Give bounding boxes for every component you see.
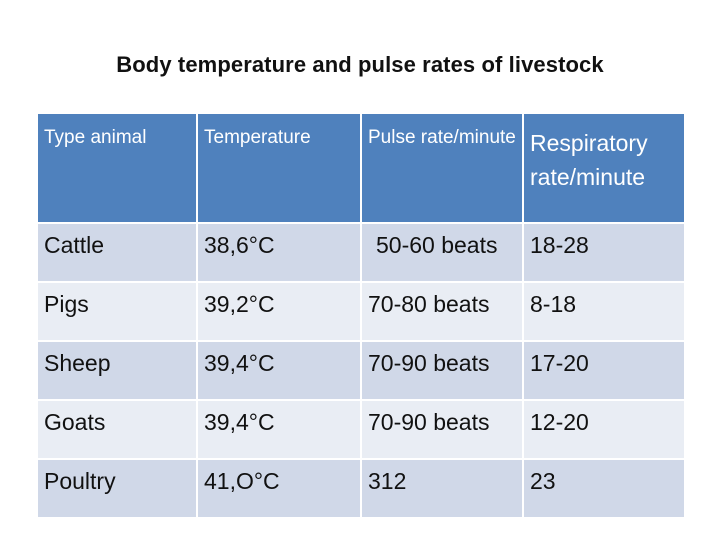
cell-temperature: 38,6°C [196,222,362,283]
cell-pulse: 312 [360,458,524,519]
slide-title: Body temperature and pulse rates of live… [116,52,604,77]
cell-pulse: 70-80 beats [360,281,524,342]
cell-animal: Goats [36,399,198,460]
cell-pulse: 70-90 beats [360,340,524,401]
cell-animal: Pigs [36,281,198,342]
cell-respiratory: 17-20 [522,340,686,401]
header-respiratory-rate: Respiratory rate/minute [522,112,686,224]
table-row: Cattle 38,6°C 50-60 beats 18-28 [36,222,686,283]
cell-respiratory: 8-18 [522,281,686,342]
header-type-animal: Type animal [36,112,198,224]
cell-respiratory: 18-28 [522,222,686,283]
header-row: Type animal Temperature Pulse rate/minut… [36,112,686,224]
cell-temperature: 39,4°C [196,399,362,460]
header-temperature: Temperature [196,112,362,224]
cell-pulse: 70-90 beats [360,399,524,460]
table-row: Sheep 39,4°C 70-90 beats 17-20 [36,340,686,401]
cell-pulse: 50-60 beats [360,222,524,283]
table-row: Goats 39,4°C 70-90 beats 12-20 [36,399,686,460]
cell-respiratory: 12-20 [522,399,686,460]
cell-temperature: 39,2°C [196,281,362,342]
header-pulse-rate: Pulse rate/minute [360,112,524,224]
cell-temperature: 41,O°C [196,458,362,519]
table-row: Poultry 41,O°C 312 23 [36,458,686,519]
cell-temperature: 39,4°C [196,340,362,401]
table-row: Pigs 39,2°C 70-80 beats 8-18 [36,281,686,342]
cell-animal: Sheep [36,340,198,401]
cell-respiratory: 23 [522,458,686,519]
cell-animal: Poultry [36,458,198,519]
livestock-table: Type animal Temperature Pulse rate/minut… [36,112,686,519]
cell-animal: Cattle [36,222,198,283]
